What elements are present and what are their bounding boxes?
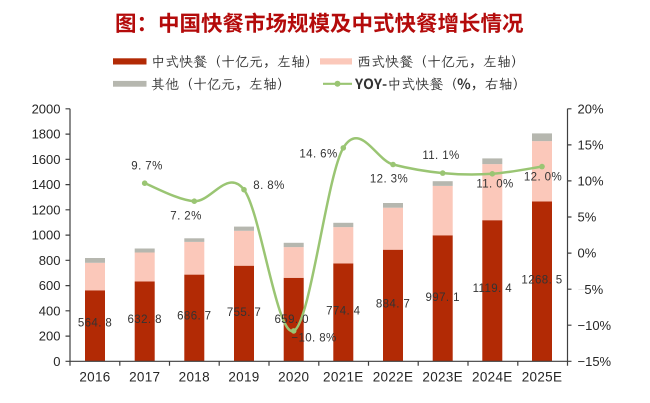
svg-text:755. 7: 755. 7: [227, 307, 261, 319]
svg-text:0: 0: [53, 354, 60, 369]
svg-text:−15%: −15%: [578, 354, 612, 369]
svg-text:2019: 2019: [228, 369, 259, 384]
svg-text:600: 600: [39, 278, 61, 293]
svg-text:11. 1%: 11. 1%: [422, 150, 459, 162]
svg-text:1119. 4: 1119. 4: [473, 283, 513, 295]
svg-text:2018: 2018: [179, 369, 210, 384]
svg-text:1600: 1600: [32, 152, 61, 167]
svg-text:2016: 2016: [79, 369, 110, 384]
svg-text:−10. 8%: −10. 8%: [291, 333, 336, 345]
svg-text:5%: 5%: [578, 210, 597, 225]
svg-text:0%: 0%: [578, 246, 597, 261]
svg-text:15%: 15%: [578, 138, 604, 153]
svg-text:−10%: −10%: [578, 318, 612, 333]
svg-text:12. 0%: 12. 0%: [524, 172, 562, 184]
svg-text:12. 3%: 12. 3%: [370, 174, 408, 186]
svg-text:5%: 5%: [584, 282, 603, 297]
svg-text:1400: 1400: [32, 177, 61, 192]
svg-text:659. 0: 659. 0: [275, 314, 309, 326]
svg-text:1268. 5: 1268. 5: [521, 275, 562, 287]
svg-text:2024E: 2024E: [472, 369, 513, 384]
svg-text:2021E: 2021E: [323, 369, 364, 384]
svg-text:1800: 1800: [32, 127, 61, 142]
svg-text:1200: 1200: [32, 202, 61, 217]
svg-text:400: 400: [39, 303, 61, 318]
svg-text:7. 2%: 7. 2%: [170, 211, 201, 223]
svg-text:1000: 1000: [32, 228, 61, 243]
svg-text:11. 0%: 11. 0%: [476, 179, 513, 191]
svg-text:884. 7: 884. 7: [376, 299, 410, 311]
svg-text:10%: 10%: [578, 174, 604, 189]
svg-text:14. 6%: 14. 6%: [299, 149, 337, 161]
svg-text:686. 7: 686. 7: [177, 311, 211, 323]
svg-text:20%: 20%: [578, 101, 604, 116]
svg-text:200: 200: [39, 329, 61, 344]
svg-text:800: 800: [39, 253, 61, 268]
svg-text:9. 7%: 9. 7%: [131, 161, 162, 173]
svg-text:997. 1: 997. 1: [426, 292, 460, 304]
svg-text:2025E: 2025E: [522, 369, 563, 384]
svg-text:2020: 2020: [278, 369, 309, 384]
svg-text:−: −: [578, 282, 586, 297]
svg-text:632. 8: 632. 8: [128, 314, 162, 326]
svg-text:564. 8: 564. 8: [78, 317, 112, 329]
svg-text:774. 4: 774. 4: [326, 306, 361, 318]
svg-text:2017: 2017: [129, 369, 160, 384]
svg-text:2022E: 2022E: [373, 369, 414, 384]
svg-text:8. 8%: 8. 8%: [253, 180, 284, 192]
svg-text:2000: 2000: [32, 101, 61, 116]
svg-text:2023E: 2023E: [422, 369, 463, 384]
